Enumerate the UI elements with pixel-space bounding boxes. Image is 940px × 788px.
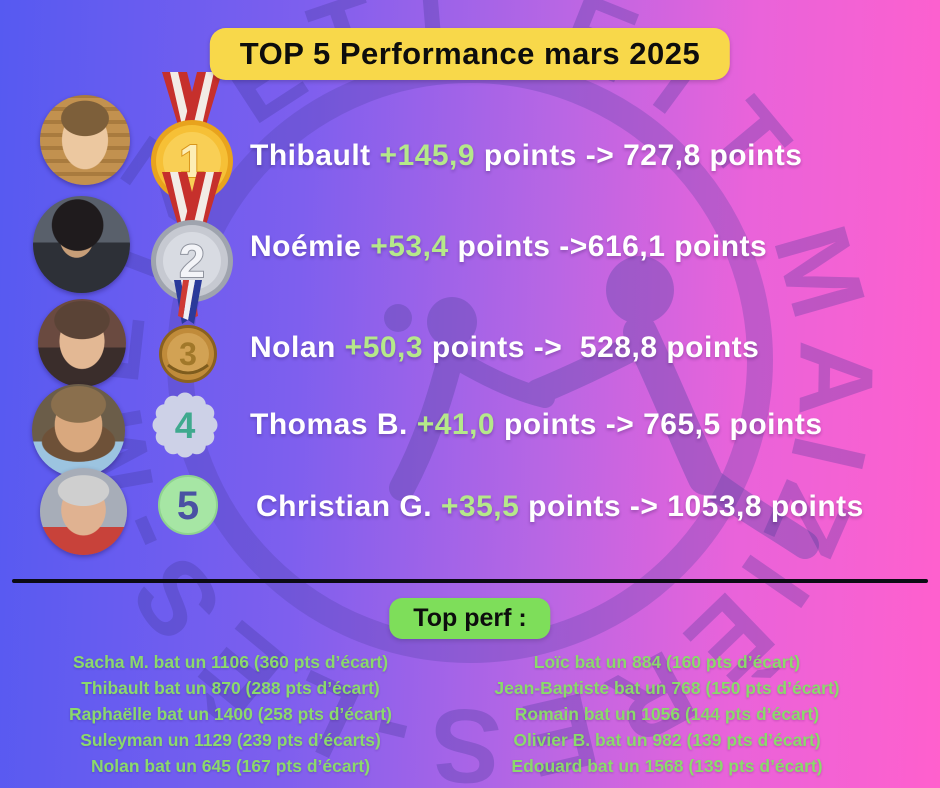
title-banner: TOP 5 Performance mars 2025 xyxy=(209,28,731,80)
ranking-row-1: Thibault +145,9 points -> 727,8 points xyxy=(250,139,802,173)
section-divider xyxy=(12,579,928,583)
points-gain: +50,3 xyxy=(344,331,424,364)
rank-number-3: 3 xyxy=(179,336,197,372)
ranking-row-3: Nolan +50,3 points -> 528,8 points xyxy=(250,331,759,365)
ranking-row-4: Thomas B. +41,0 points -> 765,5 points xyxy=(250,408,823,442)
silver-medal-icon: 2 xyxy=(151,172,233,302)
perf-item: Loïc bat un 884 (160 pts d’écart) xyxy=(533,652,801,672)
points-total: points -> 528,8 points xyxy=(423,331,760,364)
player-photo-thibault xyxy=(40,95,130,185)
medal-ribbon xyxy=(174,280,202,324)
medal-ribbon xyxy=(162,172,222,232)
perf-item: Sacha M. bat un 1106 (360 pts d’écart) xyxy=(72,652,389,672)
ball-icon xyxy=(384,304,412,332)
player-photo-noemie xyxy=(33,196,130,293)
player-name: Noémie xyxy=(250,230,371,263)
points-total: points ->616,1 points xyxy=(448,230,768,263)
points-gain: +53,4 xyxy=(370,230,449,263)
points-total: points -> 1053,8 points xyxy=(519,490,864,523)
medal-ribbon xyxy=(162,72,222,132)
top-perf-label: Top perf : xyxy=(413,604,527,632)
player-photo-nolan xyxy=(38,299,126,387)
points-total: points -> 765,5 points xyxy=(495,408,823,441)
points-gain: +41,0 xyxy=(416,408,496,441)
page-title: TOP 5 Performance mars 2025 xyxy=(239,36,701,71)
top-perf-list-right: Loïc bat un 884 (160 pts d’écart) Jean-B… xyxy=(428,649,906,779)
player-photo-christian xyxy=(40,468,127,555)
ranking-row-2: Noémie +53,4 points ->616,1 points xyxy=(250,230,767,264)
points-gain: +35,5 xyxy=(440,490,520,523)
perf-item: Romain bat un 1056 (144 pts d’écart) xyxy=(514,704,820,724)
rank-4-badge-icon: 4 xyxy=(152,392,218,458)
perf-item: Raphaëlle bat un 1400 (258 pts d’écart) xyxy=(69,704,392,724)
top-perf-list-left: Sacha M. bat un 1106 (360 pts d’écart) T… xyxy=(8,649,453,779)
ranking-row-5: Christian G. +35,5 points -> 1053,8 poin… xyxy=(256,490,864,524)
perf-item: Thibault bat un 870 (288 pts d’écart) xyxy=(81,678,380,698)
rank-number-2: 2 xyxy=(179,235,205,287)
top-perf-banner: Top perf : xyxy=(389,598,551,639)
player-name: Thomas B. xyxy=(250,408,417,441)
perf-item: Suleyman un 1129 (239 pts d’écarts) xyxy=(80,730,381,750)
rank-number-5: 5 xyxy=(177,484,199,528)
points-gain: +145,9 xyxy=(379,139,476,172)
perf-item: Edouard bat un 1568 (139 pts d’écart) xyxy=(511,756,823,776)
player-name: Thibault xyxy=(250,139,380,172)
perf-item: Olivier B. bat un 982 (139 pts d’écart) xyxy=(513,730,821,750)
perf-item: Nolan bat un 645 (167 pts d’écart) xyxy=(90,756,371,776)
points-total: points -> 727,8 points xyxy=(475,139,803,172)
laurel-wreath xyxy=(167,363,209,375)
player-name: Nolan xyxy=(250,331,345,364)
player-photo-thomas xyxy=(32,384,125,477)
rank-5-badge-icon: 5 xyxy=(158,475,218,535)
perf-item: Jean-Baptiste bat un 768 (150 pts d’écar… xyxy=(494,678,840,698)
bronze-medal-icon: 3 xyxy=(159,280,217,383)
rank-number-4: 4 xyxy=(175,405,196,446)
player-name: Christian G. xyxy=(256,490,441,523)
